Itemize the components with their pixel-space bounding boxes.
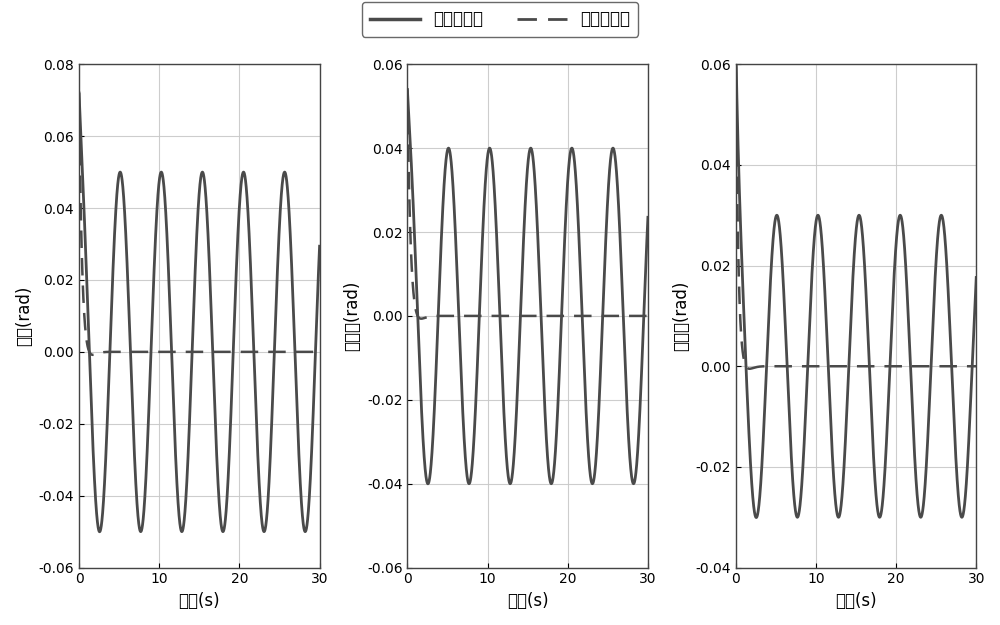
Legend: 实际姿态角, 参考姿态角: 实际姿态角, 参考姿态角 [362, 2, 638, 37]
Y-axis label: 侧滑角(rad): 侧滑角(rad) [343, 281, 361, 351]
X-axis label: 时间(s): 时间(s) [507, 592, 548, 610]
X-axis label: 时间(s): 时间(s) [178, 592, 220, 610]
Y-axis label: 攻角(rad): 攻角(rad) [15, 286, 33, 346]
Y-axis label: 倾侧角(rad): 倾侧角(rad) [672, 281, 690, 351]
X-axis label: 时间(s): 时间(s) [835, 592, 877, 610]
